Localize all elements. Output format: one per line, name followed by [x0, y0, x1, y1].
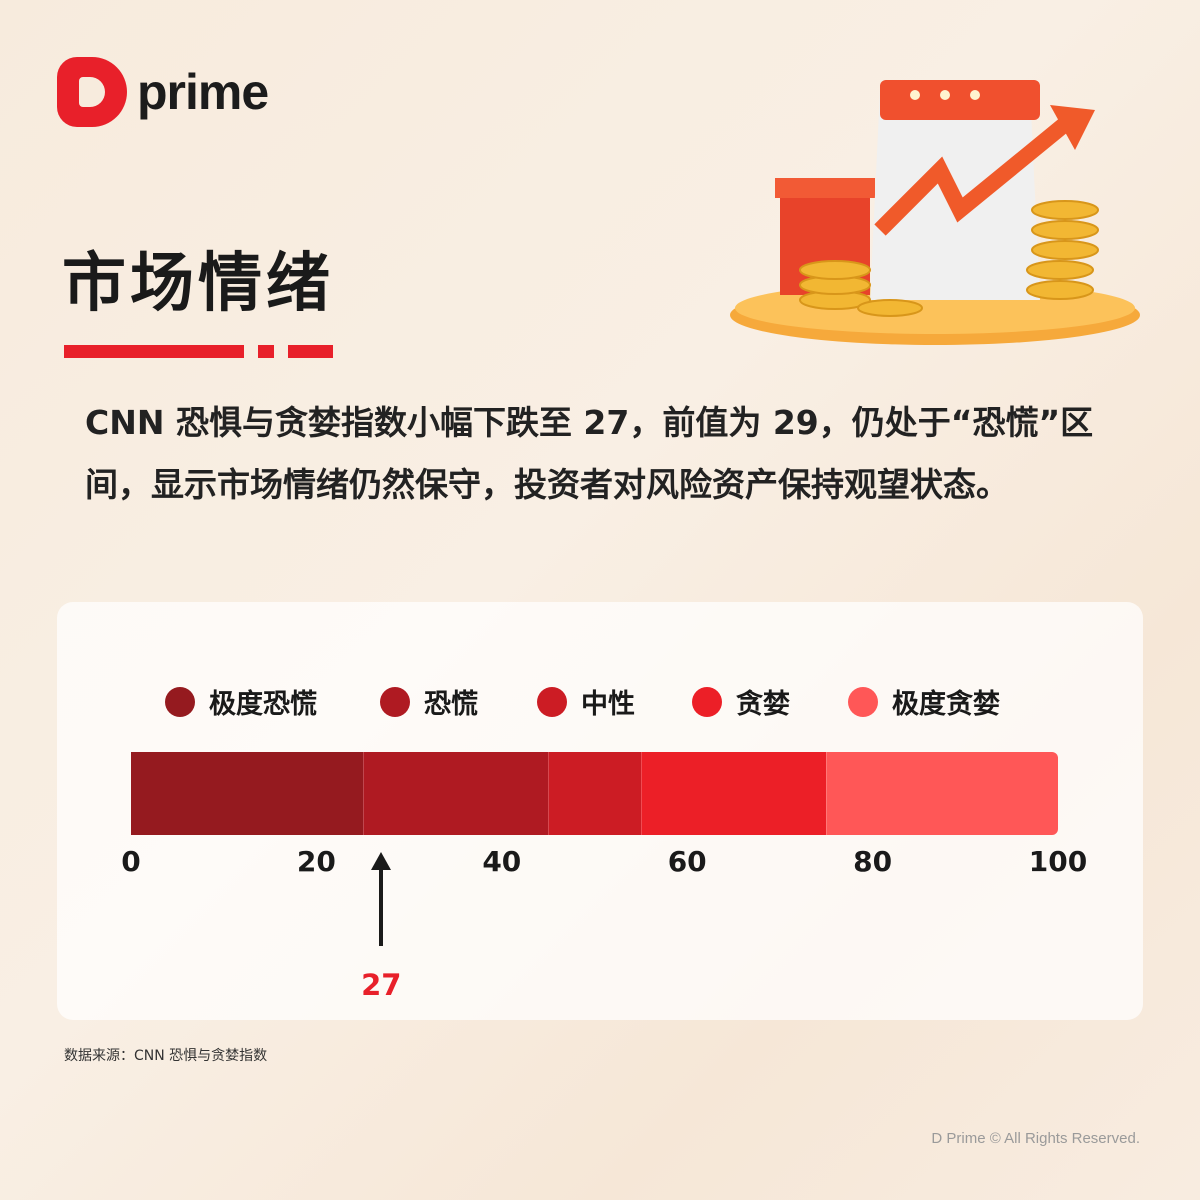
- copyright: D Prime © All Rights Reserved.: [931, 1130, 1140, 1147]
- tick-label: 20: [296, 845, 336, 878]
- legend-dot-icon: [165, 686, 195, 717]
- logo-mark-icon: [57, 57, 127, 127]
- legend-dot-icon: [848, 686, 878, 717]
- legend-item: 中性: [537, 682, 635, 721]
- bar-segment: [640, 752, 827, 835]
- bar-segment: [362, 752, 549, 835]
- tick-label: 80: [853, 845, 893, 878]
- tick-label: 0: [121, 845, 141, 878]
- title-underline-dot: [258, 345, 274, 358]
- legend-item: 极度恐慌: [165, 682, 317, 721]
- bar-segment: [548, 752, 641, 835]
- legend-label: 中性: [581, 689, 635, 720]
- tick-label: 40: [482, 845, 522, 878]
- bar-segment: [131, 752, 363, 835]
- legend-dot-icon: [380, 686, 410, 717]
- calendar-growth-illustration: [730, 80, 1140, 345]
- legend-item: 贪婪: [692, 682, 790, 721]
- logo-text: prime: [137, 64, 269, 120]
- tick-label: 60: [667, 845, 707, 878]
- page-title: 市场情绪: [62, 247, 334, 321]
- legend-label: 极度贪婪: [892, 689, 1000, 720]
- legend-label: 贪婪: [736, 689, 790, 720]
- brand-logo: prime: [57, 57, 269, 127]
- legend-dot-icon: [537, 686, 567, 717]
- legend-label: 极度恐慌: [209, 689, 317, 720]
- legend-item: 恐慌: [380, 682, 478, 721]
- title-underline-dash: [288, 345, 333, 358]
- description: CNN 恐惧与贪婪指数小幅下跌至 27，前值为 29，仍处于“恐慌”区间，显示市…: [85, 403, 1094, 504]
- sentiment-bar: [131, 752, 1058, 835]
- tick-label: 100: [1028, 845, 1088, 878]
- title-underline: [64, 345, 244, 358]
- current-value-label: 27: [361, 968, 402, 1002]
- data-source: 数据来源：CNN 恐惧与贪婪指数: [64, 1048, 268, 1064]
- legend-dot-icon: [692, 686, 722, 717]
- current-value-arrow-icon: [371, 852, 392, 946]
- bar-segment: [826, 752, 1058, 835]
- legend-item: 极度贪婪: [848, 682, 1000, 721]
- legend-label: 恐慌: [424, 689, 478, 720]
